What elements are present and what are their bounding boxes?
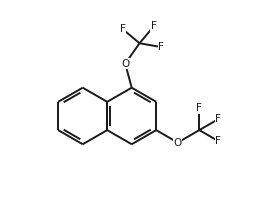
Text: O: O [121,59,129,69]
Text: F: F [215,114,221,124]
Text: F: F [215,136,221,146]
Text: F: F [196,103,202,113]
Text: F: F [158,42,164,52]
Text: O: O [174,138,182,148]
Text: F: F [120,24,125,34]
Text: F: F [151,21,157,31]
